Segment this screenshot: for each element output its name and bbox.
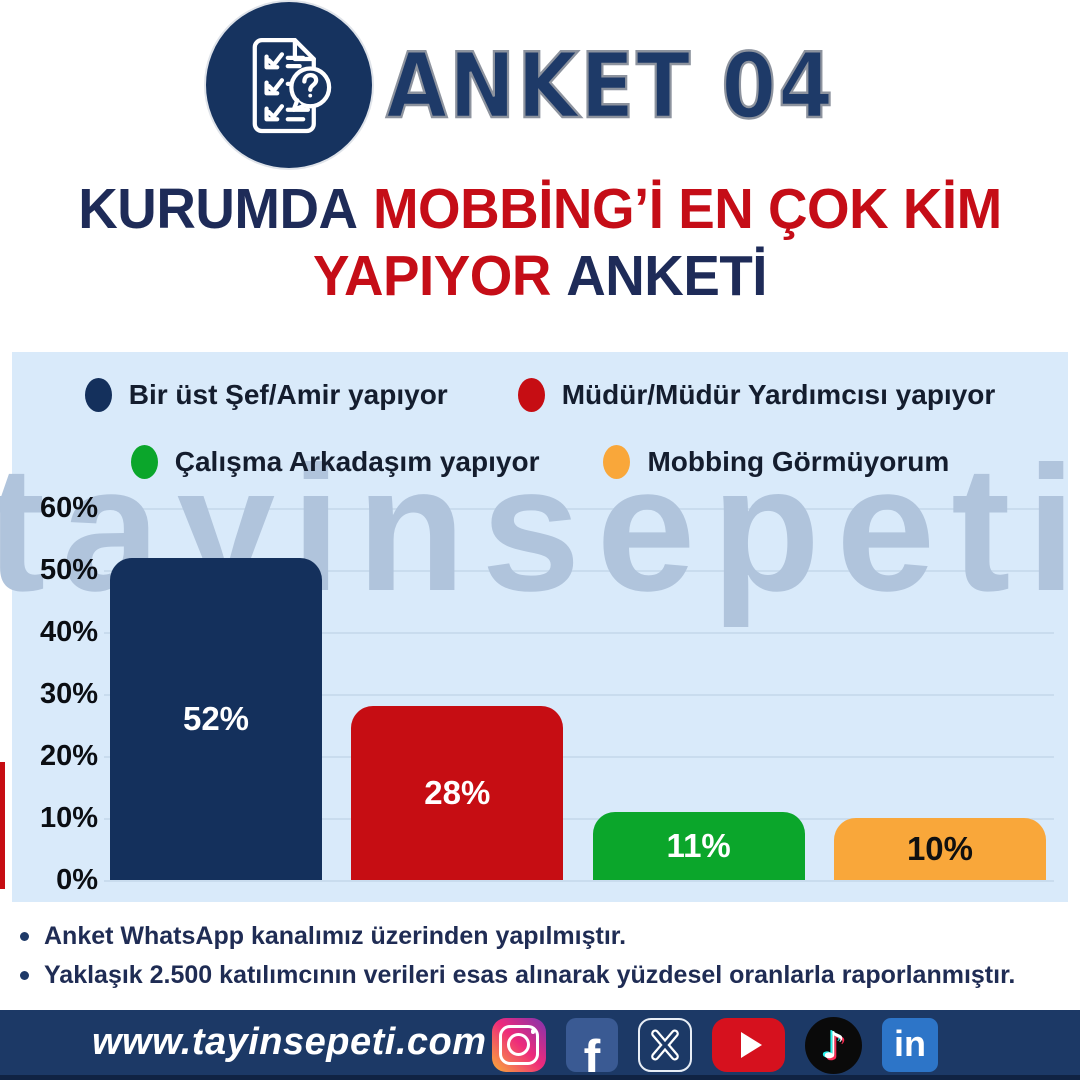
y-axis-tick-label: 20% — [39, 740, 98, 772]
gridline — [104, 508, 1054, 510]
linkedin-in-glyph: in — [894, 1023, 926, 1064]
y-axis-tick-label: 50% — [39, 554, 98, 586]
bar-mobbing-gormuyorum: 10% — [833, 818, 1046, 880]
bar-value-label: 10% — [906, 830, 974, 867]
bar-mudur: 28% — [351, 706, 564, 880]
plot-area: 52% 28% 11% 10% — [110, 460, 1046, 880]
title-part-yapiyor: YAPIYOR — [312, 244, 551, 308]
gridline — [104, 632, 1054, 634]
x-glyph — [651, 1029, 679, 1061]
title-part-kurumda: KURUMDA — [78, 177, 358, 241]
gridline — [104, 570, 1054, 572]
legend-item-sef-amir: Bir üst Şef/Amir yapıyor — [84, 378, 448, 412]
tiktok-icon[interactable]: ♪ — [805, 1016, 862, 1074]
website-url[interactable]: www.tayinsepeti.com — [92, 1021, 487, 1063]
facebook-f-glyph: f — [583, 1030, 601, 1072]
page-badge-title: ANKET 04 — [385, 34, 835, 139]
page-title-line1: KURUMDA MOBBİNG’İ EN ÇOK KİM — [22, 176, 1059, 243]
gridline — [104, 756, 1054, 758]
legend-dot-green — [130, 445, 158, 479]
legend-item-calisma-arkadasi: Çalışma Arkadaşım yapıyor — [130, 445, 540, 479]
title-part-anketi: ANKETİ — [566, 244, 768, 308]
bar-calisma-arkadasi: 11% — [592, 812, 805, 880]
instagram-camera-lens — [507, 1033, 530, 1056]
instagram-camera-dot — [530, 1029, 535, 1034]
bar-chart-panel: tayinsepeti Bir üst Şef/Amir yapıyor Müd… — [0, 352, 1076, 902]
left-edge-red-artifact — [0, 762, 5, 889]
y-axis-tick-label: 60% — [39, 492, 98, 524]
gridline — [104, 880, 1054, 882]
page-title-line2: YAPIYOR ANKETİ — [22, 243, 1059, 310]
survey-logo-badge — [204, 0, 374, 170]
play-glyph — [740, 1032, 762, 1058]
linkedin-icon[interactable]: in — [882, 1018, 938, 1072]
survey-checklist-icon — [252, 38, 332, 134]
social-icons: f ♪ in — [492, 1016, 938, 1074]
y-axis-tick-label: 10% — [39, 802, 98, 834]
footer-bar: www.tayinsepeti.com f ♪ in — [0, 1010, 1080, 1080]
legend-dot-navy — [84, 378, 112, 412]
youtube-icon[interactable] — [712, 1018, 785, 1072]
instagram-icon[interactable] — [492, 1018, 546, 1072]
y-axis-tick-label: 0% — [56, 864, 98, 896]
bullet-icon — [20, 971, 29, 980]
x-twitter-icon[interactable] — [638, 1018, 692, 1072]
bar-sef-amir: 52% — [110, 558, 322, 880]
legend-label: Çalışma Arkadaşım yapıyor — [174, 446, 540, 477]
legend-label: Mobbing Görmüyorum — [647, 446, 950, 477]
legend-dot-orange — [603, 445, 631, 479]
legend-item-mobbing-gormuyorum: Mobbing Görmüyorum — [603, 445, 949, 479]
bar-value-label: 11% — [666, 827, 731, 864]
chart-legend-row-1: Bir üst Şef/Amir yapıyor Müdür/Müdür Yar… — [12, 378, 1068, 412]
legend-item-mudur: Müdür/Müdür Yardımcısı yapıyor — [517, 378, 996, 412]
note-text: Yaklaşık 2.500 katılımcının verileri esa… — [44, 961, 1016, 989]
gridline — [104, 818, 1054, 820]
chart-legend-row-2: Çalışma Arkadaşım yapıyor Mobbing Görmüy… — [12, 445, 1068, 479]
legend-dot-red — [517, 378, 545, 412]
note-item-1: Anket WhatsApp kanalımız üzerinden yapıl… — [20, 921, 1060, 951]
legend-label: Bir üst Şef/Amir yapıyor — [128, 379, 448, 410]
legend-label: Müdür/Müdür Yardımcısı yapıyor — [561, 379, 996, 410]
gridline — [104, 694, 1054, 696]
page-title: KURUMDA MOBBİNG’İ EN ÇOK KİM YAPIYOR ANKET… — [22, 176, 1059, 310]
facebook-icon[interactable]: f — [566, 1018, 618, 1072]
bar-value-label: 28% — [424, 774, 491, 811]
y-axis-tick-label: 40% — [39, 616, 98, 648]
notes-list: Anket WhatsApp kanalımız üzerinden yapıl… — [20, 921, 1060, 999]
bar-value-label: 52% — [182, 700, 250, 737]
note-text: Anket WhatsApp kanalımız üzerinden yapıl… — [44, 922, 627, 950]
music-note-glyph: ♪ — [821, 1023, 846, 1067]
title-part-mobbing: MOBBİNG’İ EN ÇOK KİM — [372, 177, 1002, 241]
y-axis-tick-label: 30% — [39, 678, 98, 710]
bullet-icon — [20, 932, 29, 941]
instagram-camera-frame — [499, 1025, 539, 1065]
note-item-2: Yaklaşık 2.500 katılımcının verileri esa… — [20, 960, 1060, 990]
